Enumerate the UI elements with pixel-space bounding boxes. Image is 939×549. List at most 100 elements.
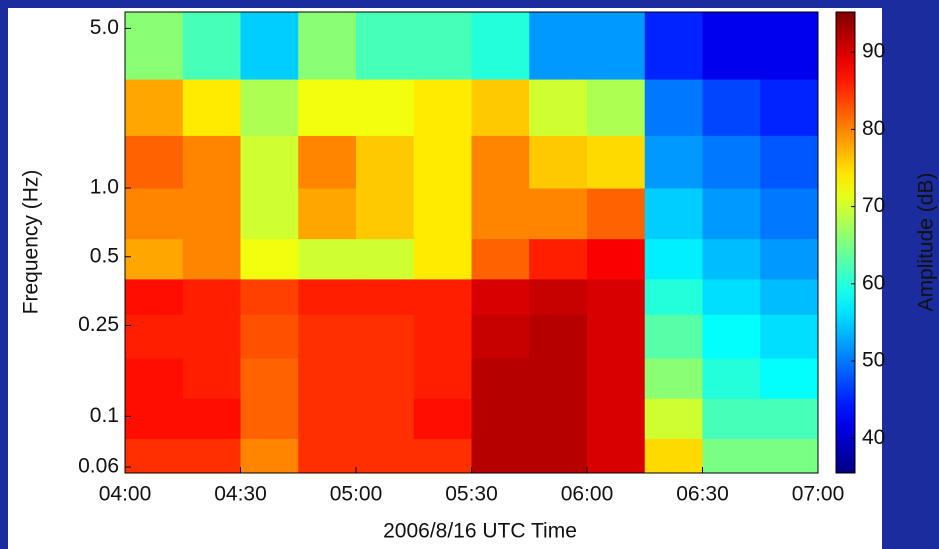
colorbar <box>836 12 855 473</box>
cell <box>125 398 183 439</box>
chart: 2006/8/16 UTC Time Frequency (Hz) Amplit… <box>0 0 939 549</box>
cell <box>414 279 472 315</box>
cell <box>760 135 818 188</box>
cell <box>241 12 299 80</box>
cell <box>645 398 703 439</box>
cell <box>125 279 183 315</box>
cell <box>241 79 299 136</box>
cell <box>125 314 183 358</box>
cell <box>241 135 299 188</box>
cell <box>703 358 761 399</box>
cell <box>241 398 299 439</box>
cell <box>587 439 645 474</box>
y-tick-label: 0.5 <box>90 244 119 267</box>
cell <box>356 358 414 399</box>
cell <box>356 439 414 474</box>
cell <box>645 135 703 188</box>
cell <box>587 188 645 239</box>
cell <box>414 314 472 358</box>
cell <box>414 135 472 188</box>
cell <box>298 358 356 399</box>
cell <box>529 12 587 80</box>
cell <box>645 439 703 474</box>
cell <box>125 358 183 399</box>
cell <box>472 279 530 315</box>
y-tick-label: 0.1 <box>90 404 119 427</box>
cell <box>587 358 645 399</box>
cell <box>183 188 241 239</box>
cell <box>587 314 645 358</box>
cell <box>760 239 818 280</box>
cell <box>760 358 818 399</box>
cell <box>587 398 645 439</box>
cell <box>760 12 818 80</box>
cell <box>414 239 472 280</box>
cell <box>529 358 587 399</box>
cell <box>414 358 472 399</box>
cell <box>414 188 472 239</box>
cell <box>760 314 818 358</box>
cell <box>183 239 241 280</box>
cell <box>529 188 587 239</box>
cell <box>241 239 299 280</box>
x-tick-label: 05:30 <box>445 483 498 506</box>
cell <box>356 314 414 358</box>
cell <box>587 239 645 280</box>
y-tick-label: 0.25 <box>78 313 119 336</box>
cell <box>472 314 530 358</box>
cell <box>529 279 587 315</box>
cell <box>183 314 241 358</box>
cell <box>356 279 414 315</box>
x-tick-label: 05:00 <box>330 483 383 506</box>
cell <box>298 279 356 315</box>
cell <box>183 279 241 315</box>
cell <box>645 279 703 315</box>
colorbar-tick-label: 80 <box>862 117 885 140</box>
cell <box>298 239 356 280</box>
colorbar-tick-label: 40 <box>862 426 885 449</box>
cell <box>356 239 414 280</box>
cell <box>414 398 472 439</box>
colorbar-tick-label: 60 <box>862 271 885 294</box>
cell <box>472 358 530 399</box>
cell <box>241 188 299 239</box>
cell <box>472 12 530 80</box>
cell <box>356 79 414 136</box>
cell <box>472 398 530 439</box>
cell <box>472 135 530 188</box>
cell <box>125 12 183 80</box>
cell <box>703 439 761 474</box>
cell <box>760 398 818 439</box>
cell <box>587 135 645 188</box>
y-tick-label: 1.0 <box>90 176 119 199</box>
cell <box>183 79 241 136</box>
cell <box>298 79 356 136</box>
cell <box>645 239 703 280</box>
x-tick-label: 04:00 <box>99 483 152 506</box>
cell <box>356 398 414 439</box>
cell <box>414 79 472 136</box>
cell <box>703 239 761 280</box>
cell <box>472 439 530 474</box>
cell <box>703 135 761 188</box>
cell <box>529 314 587 358</box>
cell <box>241 358 299 399</box>
cell <box>703 279 761 315</box>
cell <box>241 439 299 474</box>
cell <box>125 439 183 474</box>
x-tick-label: 06:30 <box>676 483 729 506</box>
cell <box>703 79 761 136</box>
cell <box>183 439 241 474</box>
cell <box>529 239 587 280</box>
cell <box>125 79 183 136</box>
x-axis-label: 2006/8/16 UTC Time <box>383 520 577 543</box>
cell <box>414 439 472 474</box>
cell <box>183 12 241 80</box>
cell <box>645 188 703 239</box>
cell <box>703 398 761 439</box>
cell <box>529 439 587 474</box>
cell <box>645 314 703 358</box>
x-tick-label: 04:30 <box>214 483 267 506</box>
cell <box>125 135 183 188</box>
cell <box>183 358 241 399</box>
